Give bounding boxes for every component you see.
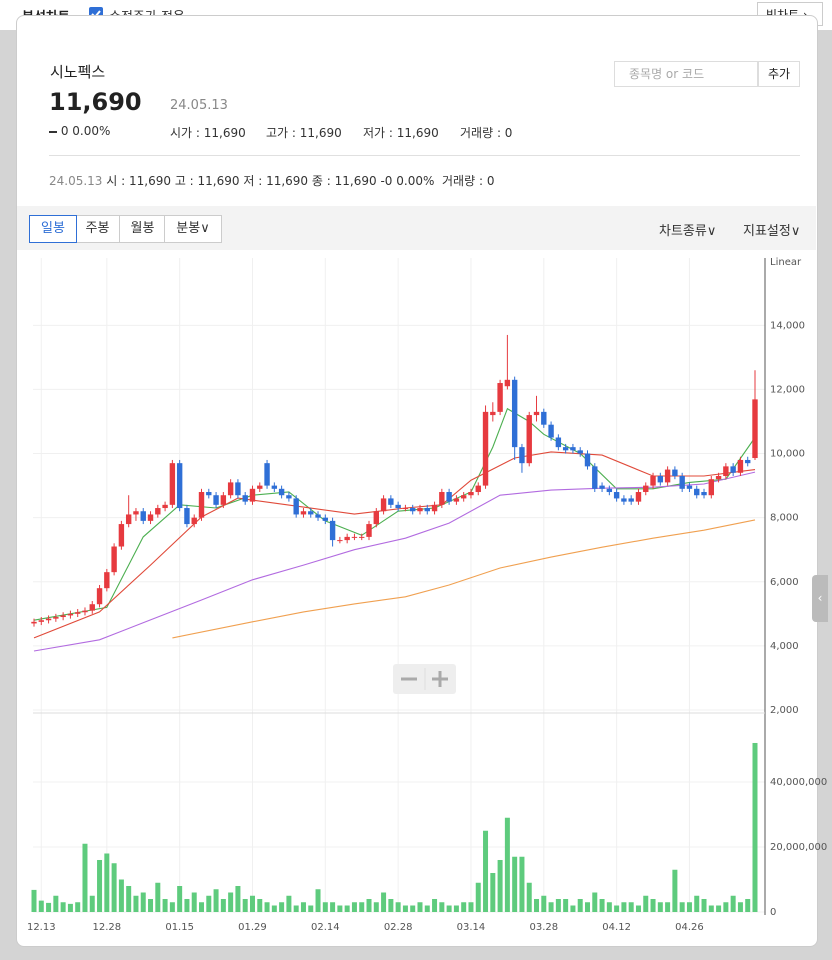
summary-item: 거래량 : 0: [460, 126, 513, 140]
info-change-pct: 0.00%: [396, 174, 435, 188]
info-volume: 0: [486, 174, 495, 188]
summary-item: 저가 : 11,690: [363, 126, 439, 140]
tab-label: 주봉: [85, 221, 110, 236]
info-value: 11,690: [197, 174, 240, 188]
info-value: 11,690: [128, 174, 171, 188]
summary-item: 시가 : 11,690: [170, 126, 246, 140]
info-volume-label: 거래량: [442, 174, 476, 188]
menu-label: 차트종류: [659, 224, 707, 239]
change: 0: [60, 124, 69, 138]
tab-label: 일봉: [41, 221, 65, 236]
stock-price: 11,690: [49, 88, 142, 116]
chart-type-menu[interactable]: 차트종류∨: [659, 224, 717, 239]
info-label: 고: [174, 174, 186, 188]
divider: [49, 155, 800, 156]
tab[interactable]: 분봉∨: [164, 215, 222, 243]
menu-label: 지표설정: [743, 224, 791, 239]
tab[interactable]: 월봉: [119, 215, 166, 243]
summary-value: 11,690: [299, 126, 342, 140]
search-input[interactable]: 종목명 or 코드: [614, 61, 758, 87]
info-label: 시: [106, 174, 118, 188]
summary-label: 시가: [170, 126, 193, 140]
stock-change: 0 0.00%: [49, 124, 110, 138]
summary-label: 거래량: [460, 126, 494, 140]
tab-label: 월봉: [130, 221, 155, 236]
search-placeholder: 종목명 or 코드: [629, 67, 705, 81]
add-button[interactable]: 추가: [758, 61, 800, 87]
stock-name: 시노펙스: [50, 63, 106, 81]
info-label: 저: [243, 174, 255, 188]
summary-value: 0: [504, 126, 513, 140]
summary-label: 고가: [266, 126, 289, 140]
info-label: 종: [311, 174, 323, 188]
info-change: -0: [380, 174, 393, 188]
tab[interactable]: 주봉: [74, 215, 121, 243]
summary-item: 고가 : 11,690: [266, 126, 342, 140]
change-pct: 0.00%: [72, 124, 111, 138]
side-handle[interactable]: ‹: [812, 575, 828, 622]
stock-date: 24.05.13: [170, 98, 228, 113]
summary-value: 11,690: [203, 126, 246, 140]
add-label: 추가: [767, 67, 791, 81]
summary-value: 11,690: [396, 126, 439, 140]
indicator-menu[interactable]: 지표설정∨: [743, 224, 801, 239]
summary-label: 저가: [363, 126, 386, 140]
tab-label: 분봉: [176, 221, 201, 236]
info-value: 11,690: [266, 174, 309, 188]
info-items: 시 : 11,690 고 : 11,690 저 : 11,690 종 : 11,…: [106, 174, 377, 188]
tab[interactable]: 일봉: [29, 215, 77, 243]
info-date: 24.05.13: [49, 174, 103, 188]
info-value: 11,690: [334, 174, 377, 188]
info-row: 24.05.13 시 : 11,690 고 : 11,690 저 : 11,69…: [49, 174, 495, 188]
